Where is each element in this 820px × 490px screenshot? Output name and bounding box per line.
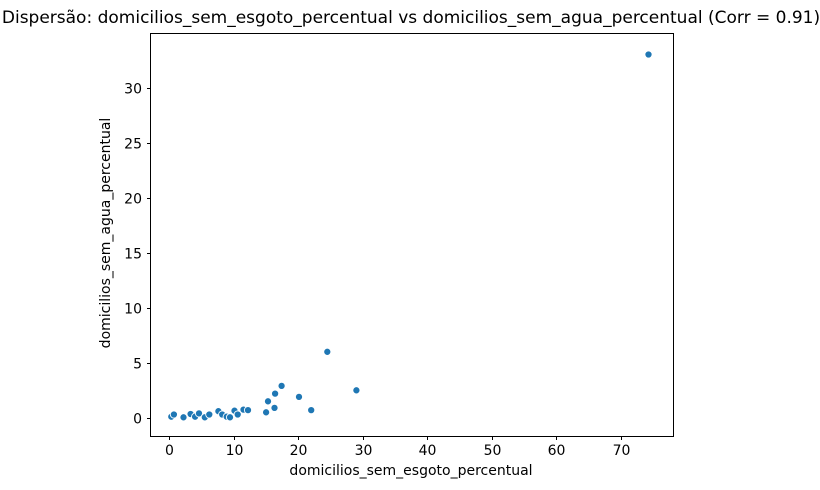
y-tick-label: 5: [133, 357, 142, 373]
x-tick-label: 0: [165, 443, 174, 459]
data-point: [205, 410, 214, 419]
y-tick-label: 15: [124, 247, 142, 263]
data-point: [307, 406, 316, 415]
x-tick-label: 20: [290, 443, 308, 459]
data-point: [233, 410, 242, 419]
data-point: [262, 408, 271, 417]
data-point: [277, 381, 286, 390]
y-tick-label: 0: [133, 412, 142, 428]
x-tick-label: 70: [613, 443, 631, 459]
x-tick-label: 30: [355, 443, 373, 459]
x-axis-label: domicilios_sem_esgoto_percentual: [289, 463, 533, 479]
data-point: [225, 413, 235, 422]
x-tick-label: 40: [419, 443, 437, 459]
x-tick-label: 50: [484, 443, 502, 459]
y-tick-label: 20: [124, 192, 142, 208]
data-point: [294, 392, 304, 401]
plot-frame: [150, 33, 674, 437]
data-point: [271, 389, 280, 398]
data-point: [263, 397, 273, 406]
data-point: [644, 50, 653, 59]
y-tick-label: 30: [124, 82, 142, 98]
data-point: [352, 386, 361, 395]
data-point: [323, 347, 332, 356]
x-tick-label: 60: [548, 443, 566, 459]
data-point: [169, 410, 178, 419]
y-tick-label: 10: [124, 302, 142, 318]
data-point: [270, 403, 279, 412]
y-tick-label: 25: [124, 137, 142, 153]
x-tick-label: 10: [226, 443, 244, 459]
data-point: [179, 413, 188, 422]
data-point: [194, 409, 204, 418]
data-point: [243, 406, 253, 415]
chart-title: Dispersão: domicilios_sem_esgoto_percent…: [1, 8, 820, 28]
